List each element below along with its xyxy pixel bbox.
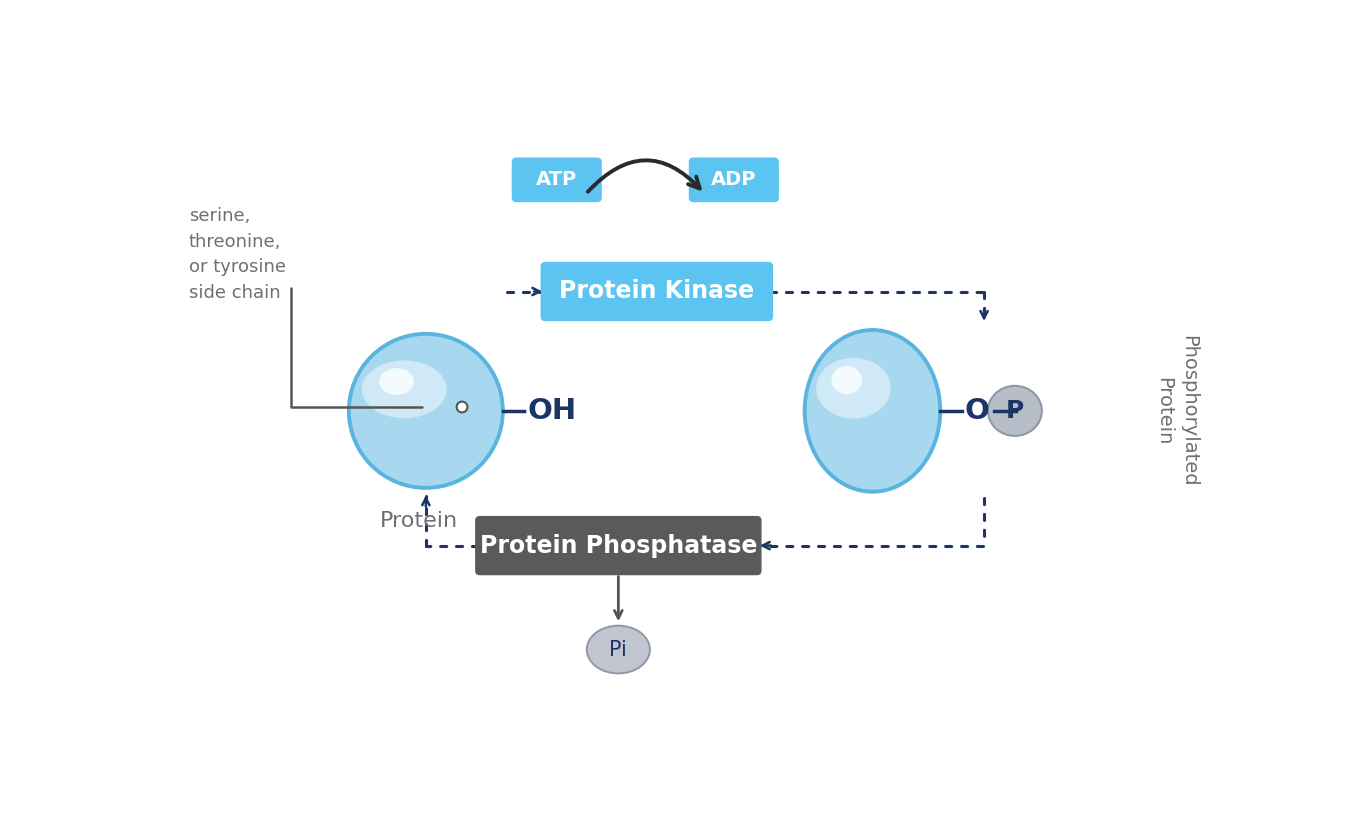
FancyBboxPatch shape bbox=[512, 158, 602, 202]
FancyBboxPatch shape bbox=[540, 262, 773, 321]
Ellipse shape bbox=[987, 386, 1041, 436]
Text: OH: OH bbox=[528, 397, 577, 425]
Text: serine,
threonine,
or tyrosine
side chain: serine, threonine, or tyrosine side chai… bbox=[189, 207, 286, 302]
Text: Phosphorylated
Protein: Phosphorylated Protein bbox=[1154, 335, 1199, 487]
Text: Protein Kinase: Protein Kinase bbox=[559, 280, 754, 304]
Ellipse shape bbox=[587, 625, 649, 673]
Ellipse shape bbox=[362, 361, 447, 418]
Text: ATP: ATP bbox=[536, 170, 578, 190]
Ellipse shape bbox=[804, 330, 940, 492]
Text: ADP: ADP bbox=[711, 170, 757, 190]
Text: O: O bbox=[964, 397, 990, 425]
FancyArrowPatch shape bbox=[587, 160, 699, 191]
Text: Pi: Pi bbox=[609, 639, 628, 659]
Text: Protein Phosphatase: Protein Phosphatase bbox=[480, 534, 757, 558]
Text: P: P bbox=[1006, 398, 1024, 423]
Ellipse shape bbox=[349, 334, 502, 488]
Text: Protein: Protein bbox=[380, 511, 458, 531]
Circle shape bbox=[457, 402, 467, 412]
FancyBboxPatch shape bbox=[688, 158, 779, 202]
Ellipse shape bbox=[816, 358, 890, 418]
Ellipse shape bbox=[380, 368, 414, 395]
FancyBboxPatch shape bbox=[475, 516, 761, 575]
Ellipse shape bbox=[831, 366, 862, 394]
